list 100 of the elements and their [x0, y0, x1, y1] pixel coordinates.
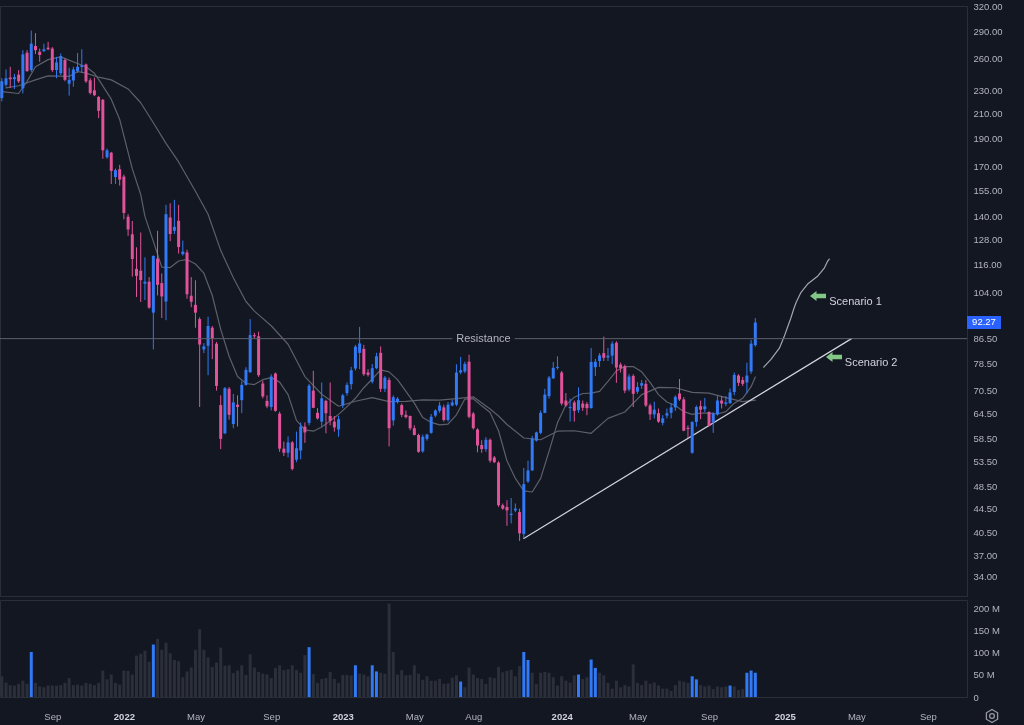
candlestick — [606, 347, 610, 362]
x-tick-label: 2022 — [113, 710, 135, 722]
candlestick — [417, 433, 421, 454]
candlestick — [644, 379, 648, 408]
y-tick-label: 86.50 — [973, 333, 998, 345]
candlestick — [724, 395, 728, 407]
y-tick-label: 200 M — [973, 603, 1000, 615]
x-tick-label: Aug — [465, 710, 483, 722]
y-tick-label: 190.00 — [973, 133, 1003, 145]
candlestick — [518, 508, 522, 542]
y-tick-label: 150 M — [973, 625, 1000, 637]
y-tick-label: 70.50 — [973, 385, 998, 397]
bar — [370, 665, 374, 697]
bar — [753, 672, 757, 697]
bar — [526, 659, 530, 697]
y-tick-label: 128.00 — [973, 233, 1003, 245]
candlestick — [475, 427, 479, 453]
y-tick-label: 155.00 — [973, 184, 1003, 196]
bar — [459, 681, 463, 697]
candlestick — [25, 49, 29, 73]
candlestick — [4, 68, 8, 88]
y-tick-label: 320.00 — [973, 0, 1003, 12]
candlestick — [665, 408, 669, 419]
y-tick-label: 64.50 — [973, 408, 998, 420]
bar — [694, 679, 698, 697]
x-tick-label: May — [186, 710, 206, 722]
candlestick — [139, 232, 143, 303]
x-tick-label: May — [628, 710, 648, 722]
y-tick-label: 210.00 — [973, 107, 1003, 119]
candlestick — [71, 66, 75, 88]
candlestick — [699, 400, 703, 420]
candlestick — [265, 394, 269, 409]
candlestick — [172, 199, 176, 235]
candlestick — [109, 151, 113, 185]
candlestick — [320, 381, 324, 428]
annotation: Scenario 2 — [844, 355, 898, 368]
ref-line-label: Resistance — [456, 331, 511, 344]
y-tick-label: 48.50 — [973, 480, 998, 492]
y-tick-label: 50 M — [973, 669, 995, 681]
candlestick — [135, 246, 139, 298]
line-series — [763, 258, 830, 368]
candlestick — [63, 57, 67, 82]
candlestick — [732, 372, 736, 396]
y-tick-label: 230.00 — [973, 84, 1003, 96]
candlestick — [602, 336, 606, 362]
candlestick — [585, 401, 589, 416]
bar — [745, 672, 749, 697]
candlestick — [193, 279, 197, 329]
y-tick-label: 0 — [973, 691, 979, 703]
x-tick-label: 2024 — [551, 710, 574, 722]
x-tick-label: Sep — [919, 710, 937, 722]
candlestick — [55, 56, 59, 79]
candlestick — [446, 401, 450, 423]
candlestick — [286, 435, 290, 458]
candlestick — [294, 431, 298, 463]
candlestick — [126, 213, 130, 237]
candlestick — [715, 395, 719, 417]
candlestick — [84, 62, 88, 84]
candlestick — [370, 363, 374, 384]
bar — [353, 665, 357, 697]
x-tick-label: 2025 — [774, 710, 797, 722]
candlestick — [210, 325, 214, 360]
text: 92.27 — [972, 316, 996, 328]
y-tick-label: 40.50 — [973, 526, 998, 538]
candlestick — [50, 46, 54, 73]
candlestick — [240, 380, 244, 414]
bar — [307, 647, 311, 697]
bar — [151, 644, 155, 697]
candlestick — [543, 388, 547, 414]
candlestick — [358, 326, 362, 370]
bar — [577, 674, 581, 697]
x-tick-label: Sep — [44, 710, 62, 722]
y-tick-label: 116.00 — [973, 258, 1002, 270]
candlestick — [80, 48, 84, 74]
y-tick-label: 78.50 — [973, 358, 998, 370]
y-tick-label: 140.00 — [973, 210, 1003, 222]
y-tick-label: 53.50 — [973, 455, 998, 467]
bar — [589, 659, 593, 697]
candlestick — [231, 393, 235, 429]
candlestick — [337, 415, 341, 438]
bar — [522, 652, 526, 697]
y-tick-label: 37.00 — [973, 549, 998, 561]
bar — [690, 676, 694, 697]
y-tick-label: 260.00 — [973, 53, 1003, 65]
y-tick-label: 100 M — [973, 647, 1000, 659]
candlestick — [610, 340, 614, 365]
candlestick — [189, 276, 193, 308]
candlestick — [92, 77, 96, 97]
candlestick — [42, 43, 46, 53]
candlestick — [429, 413, 433, 435]
candlestick — [328, 381, 332, 426]
candlestick — [711, 411, 715, 434]
candlestick — [488, 437, 492, 464]
candlestick — [353, 344, 357, 372]
candlestick — [555, 355, 559, 371]
candlestick — [391, 394, 395, 427]
candlestick — [349, 366, 353, 391]
candlestick — [568, 398, 572, 423]
x-tick-label: May — [847, 710, 867, 722]
candlestick — [33, 32, 37, 55]
